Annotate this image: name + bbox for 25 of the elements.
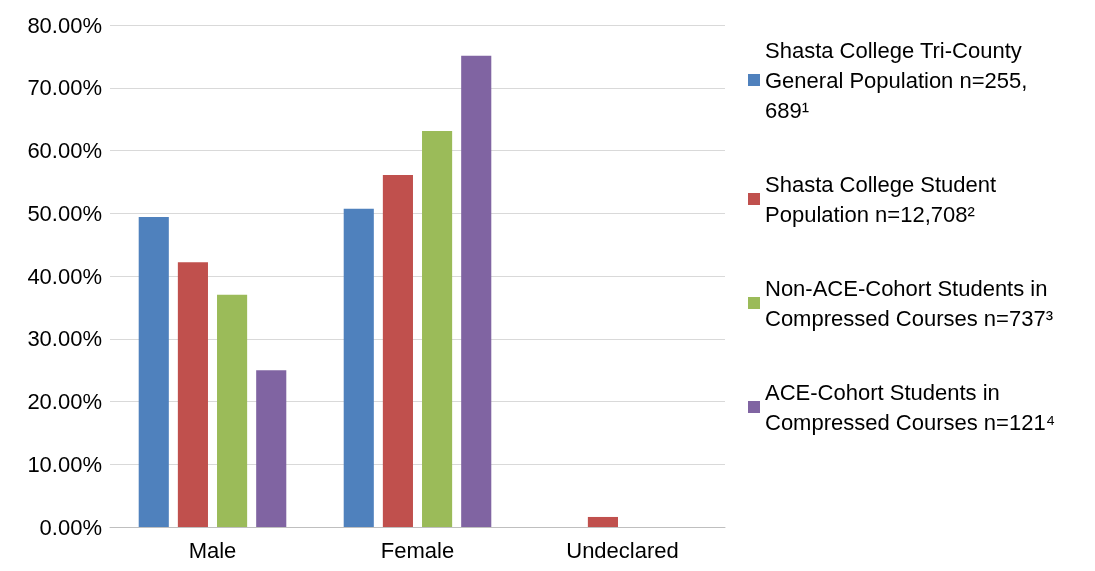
y-tick-label: 50.00%	[27, 200, 102, 226]
x-tick-label: Female	[380, 537, 455, 563]
bar	[217, 294, 248, 527]
x-tick-label: Undeclared	[566, 537, 679, 563]
y-tick-label: 10.00%	[27, 451, 102, 477]
bar	[382, 174, 413, 527]
bar	[343, 208, 374, 527]
y-tick-label: 80.00%	[27, 12, 102, 38]
y-tick-label: 0.00%	[39, 514, 102, 540]
legend-label: Shasta College Student Population n=12,708²	[765, 171, 1003, 227]
bar	[256, 370, 287, 527]
bar	[461, 55, 492, 527]
y-tick-label: 60.00%	[27, 138, 102, 163]
legend-label: Shasta College Tri-County General Population n=255,689¹	[765, 37, 1028, 123]
bar	[587, 516, 618, 527]
y-tick-label: 70.00%	[27, 75, 102, 101]
legend-label: ACE-Cohort Students in Compressed Courses n=121⁴	[765, 379, 1056, 435]
y-tick-label: 20.00%	[27, 389, 102, 414]
y-tick-label: 30.00%	[27, 326, 102, 352]
bar	[177, 262, 208, 527]
bar	[138, 217, 169, 527]
legend-label: Non-ACE-Cohort Students in Compressed Courses n=737³	[765, 275, 1054, 331]
bar	[422, 131, 453, 527]
y-tick-label: 40.00%	[27, 263, 102, 289]
x-tick-label: Male	[188, 537, 237, 563]
